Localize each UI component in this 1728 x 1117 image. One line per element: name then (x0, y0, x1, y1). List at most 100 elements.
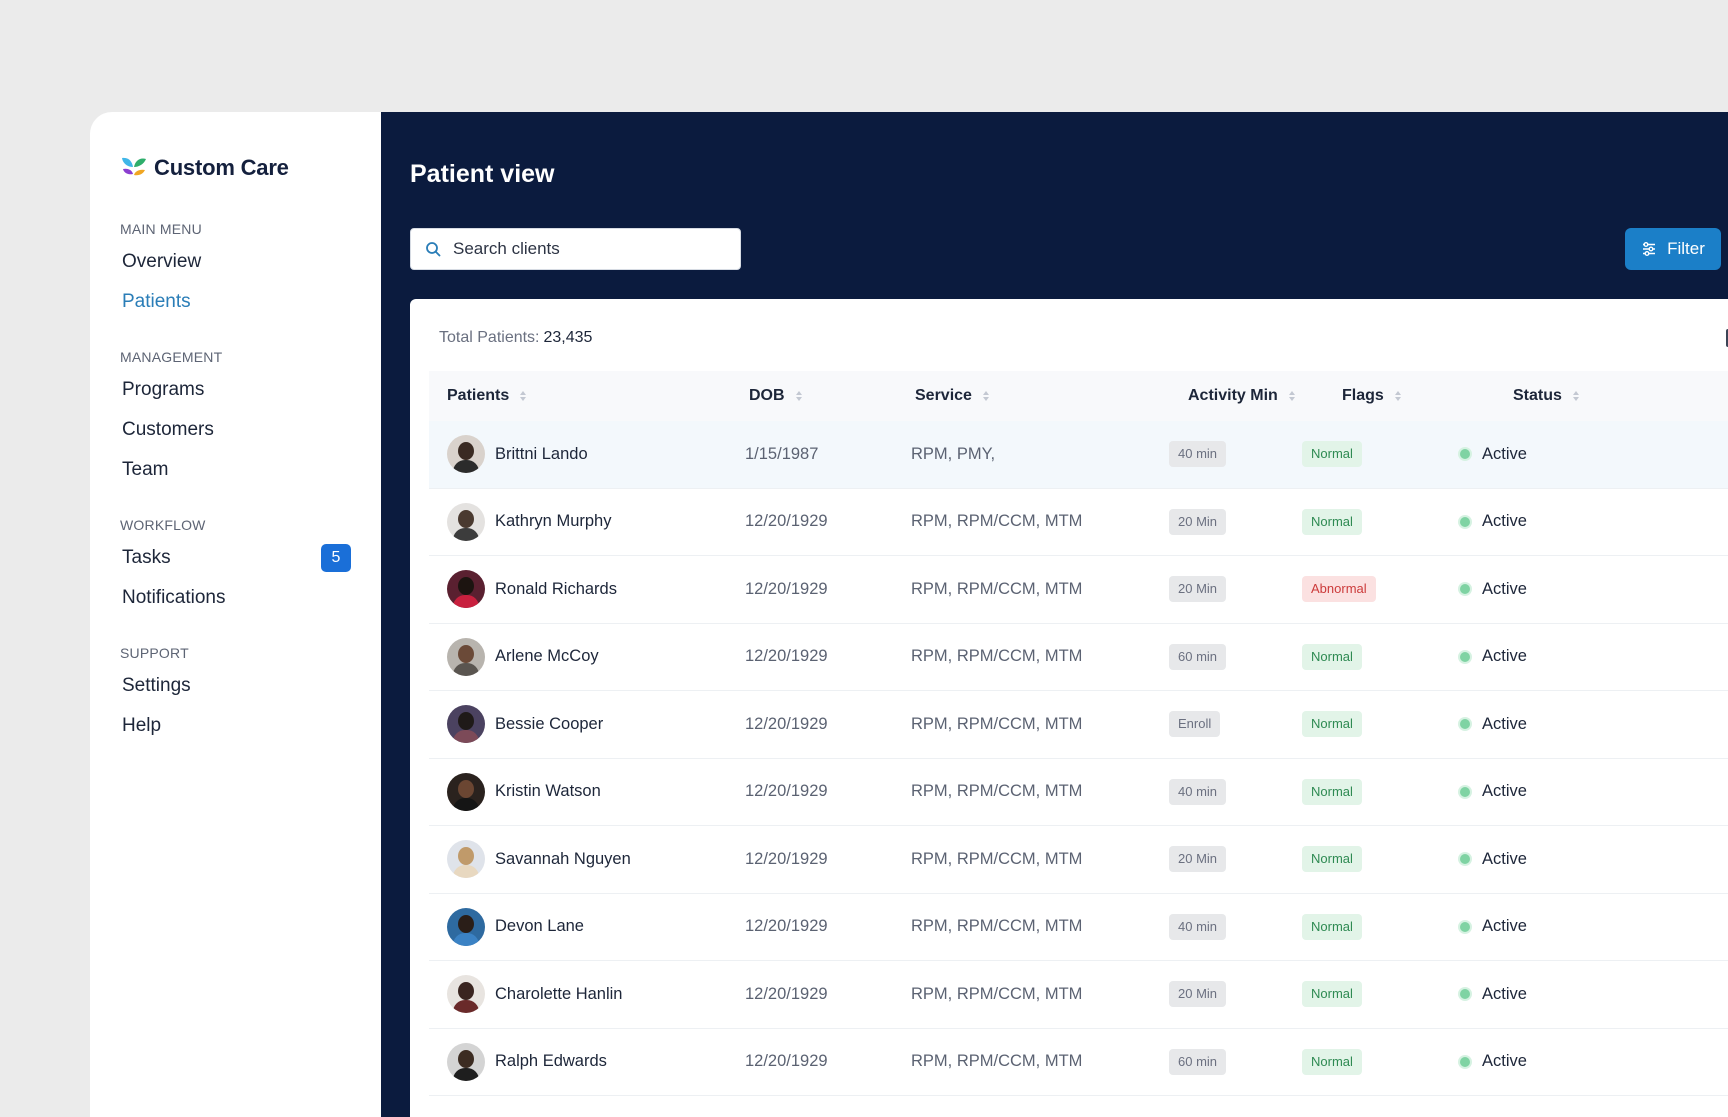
patient-name: Ralph Edwards (495, 1052, 607, 1071)
patient-name: Devon Lane (495, 917, 584, 936)
sort-icon (1288, 391, 1295, 401)
table-row[interactable]: Arlene McCoy 12/20/1929 RPM, RPM/CCM, MT… (429, 624, 1728, 691)
status-dot-icon (1460, 1056, 1470, 1067)
column-header-dob[interactable]: DOB (749, 371, 803, 421)
patients-table-card: Total Patients: 23,435 Patients DOB Servi… (410, 299, 1728, 1117)
total-patients-value: 23,435 (543, 329, 593, 346)
patient-status: Active (1482, 782, 1527, 801)
export-icon[interactable] (1726, 329, 1728, 347)
avatar (447, 705, 485, 744)
patient-status: Active (1482, 917, 1527, 936)
page-title: Patient view (410, 160, 555, 188)
sidebar-item-overview[interactable]: Overview (120, 242, 381, 282)
table-row[interactable]: Kristin Watson 12/20/1929 RPM, RPM/CCM, … (429, 759, 1728, 826)
table-row[interactable]: Devon Lane 12/20/1929 RPM, RPM/CCM, MTM … (429, 894, 1728, 961)
sidebar-item-programs[interactable]: Programs (120, 370, 381, 410)
patient-name: Ronald Richards (495, 579, 617, 598)
section-title-management: MANAGEMENT (120, 349, 223, 365)
column-header-label: Service (915, 387, 972, 404)
sidebar-item-tasks[interactable]: Tasks 5 (120, 538, 381, 578)
avatar (447, 1042, 485, 1081)
activity-min-badge: 20 Min (1169, 846, 1227, 873)
filter-button[interactable]: Filter (1625, 228, 1721, 270)
patient-service: RPM, PMY, (911, 444, 996, 463)
sidebar-item-team[interactable]: Team (120, 450, 381, 490)
patient-service: RPM, RPM/CCM, MTM (911, 917, 1083, 936)
flag-badge: Normal (1302, 508, 1362, 535)
support-section: SUPPORT Settings Help (120, 644, 381, 746)
sidebar-item-settings[interactable]: Settings (120, 666, 381, 706)
status-dot-icon (1460, 921, 1470, 932)
patient-dob: 12/20/1929 (745, 579, 828, 598)
patient-name: Kristin Watson (495, 782, 601, 801)
section-title-main-menu: MAIN MENU (120, 221, 202, 237)
activity-min-badge: 40 min (1169, 778, 1227, 805)
search-input[interactable] (451, 238, 711, 260)
sidebar: Custom Care MAIN MENU Overview Patients … (90, 112, 381, 1117)
patient-service: RPM, RPM/CCM, MTM (911, 512, 1083, 531)
patient-name: Savannah Nguyen (495, 849, 631, 868)
sidebar-item-notifications[interactable]: Notifications (120, 578, 381, 618)
workflow-section: WORKFLOW Tasks 5 Notifications (120, 516, 381, 618)
activity-min-badge: 40 min (1169, 441, 1227, 468)
status-dot-icon (1460, 584, 1470, 595)
table-row[interactable]: Kathryn Murphy 12/20/1929 RPM, RPM/CCM, … (429, 489, 1728, 556)
patient-name: Arlene McCoy (495, 647, 599, 666)
sidebar-item-help[interactable]: Help (120, 706, 381, 746)
patient-service: RPM, RPM/CCM, MTM (911, 782, 1083, 801)
table-row[interactable]: Bessie Cooper 12/20/1929 RPM, RPM/CCM, M… (429, 691, 1728, 759)
table-row[interactable]: Charolette Hanlin 12/20/1929 RPM, RPM/CC… (429, 961, 1728, 1029)
sidebar-item-label: Settings (122, 675, 191, 696)
column-header-activity-min[interactable]: Activity Min (1188, 371, 1296, 421)
flag-badge: Normal (1302, 778, 1362, 805)
avatar (447, 840, 485, 879)
search-box[interactable] (410, 228, 741, 270)
column-header-label: Activity Min (1188, 387, 1278, 404)
sidebar-item-patients[interactable]: Patients (120, 282, 381, 322)
column-header-flags[interactable]: Flags (1342, 371, 1402, 421)
sidebar-item-label: Help (122, 715, 162, 736)
sort-icon (1394, 391, 1401, 401)
status-dot-icon (1460, 854, 1470, 865)
sidebar-item-customers[interactable]: Customers (120, 410, 381, 450)
patient-service: RPM, RPM/CCM, MTM (911, 1052, 1083, 1071)
status-dot-icon (1460, 719, 1470, 730)
app-window: Custom Care MAIN MENU Overview Patients … (90, 112, 1728, 1117)
avatar (447, 907, 485, 946)
table-row[interactable]: Brittni Lando 1/15/1987 RPM, PMY, 40 min… (429, 421, 1728, 489)
avatar (447, 975, 485, 1014)
patient-service: RPM, RPM/CCM, MTM (911, 984, 1083, 1003)
patient-service: RPM, RPM/CCM, MTM (911, 849, 1083, 868)
main-content: Patient view Filter Total Patients:23,43… (381, 112, 1728, 1117)
patient-status: Active (1482, 984, 1527, 1003)
table-row[interactable]: Ronald Richards 12/20/1929 RPM, RPM/CCM,… (429, 556, 1728, 624)
sort-icon (1572, 391, 1579, 401)
activity-min-badge: 60 min (1169, 643, 1227, 670)
status-dot-icon (1460, 516, 1470, 527)
activity-min-badge: 20 Min (1169, 508, 1227, 535)
section-title-support: SUPPORT (120, 645, 189, 661)
activity-min-badge: 60 min (1169, 1048, 1227, 1075)
brand-name: Custom Care (154, 155, 289, 180)
column-header-patients[interactable]: Patients (447, 371, 527, 421)
table-row[interactable]: Savannah Nguyen 12/20/1929 RPM, RPM/CCM,… (429, 826, 1728, 894)
column-header-label: Status (1513, 387, 1562, 404)
patient-name: Charolette Hanlin (495, 984, 623, 1003)
patient-status: Active (1482, 647, 1527, 666)
status-dot-icon (1460, 989, 1470, 1000)
patient-status: Active (1482, 714, 1527, 733)
brand[interactable]: Custom Care (120, 154, 381, 182)
column-header-service[interactable]: Service (915, 371, 990, 421)
flag-badge: Normal (1302, 1048, 1362, 1075)
flag-badge: Normal (1302, 711, 1362, 738)
butterfly-logo-icon (122, 157, 146, 176)
sidebar-item-label: Overview (122, 251, 202, 272)
table-row[interactable]: Ralph Edwards 12/20/1929 RPM, RPM/CCM, M… (429, 1029, 1728, 1096)
flag-badge: Normal (1302, 981, 1362, 1008)
patient-dob: 12/20/1929 (745, 782, 828, 801)
status-dot-icon (1460, 786, 1470, 797)
main-menu-section: MAIN MENU Overview Patients (120, 220, 381, 322)
patient-service: RPM, RPM/CCM, MTM (911, 647, 1083, 666)
column-header-status[interactable]: Status (1513, 371, 1580, 421)
patient-name: Bessie Cooper (495, 714, 604, 733)
